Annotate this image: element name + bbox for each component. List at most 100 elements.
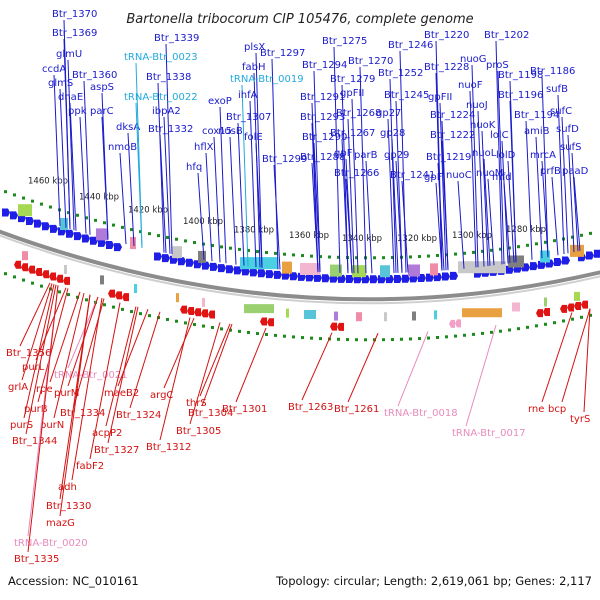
reverse-gene-arrow [21, 263, 28, 272]
outer-tick [175, 237, 178, 241]
inner-tick [184, 321, 187, 325]
forward-gene-label: tRNA-Btr_0023 [124, 52, 198, 63]
reverse-leader-line [235, 327, 267, 403]
inner-tick [139, 312, 142, 316]
inner-tick [67, 293, 70, 297]
forward-gene-arrow [506, 265, 514, 274]
reverse-gene-label: Btr_1344 [12, 436, 57, 447]
forward-gene-label: Btr_1186 [530, 66, 575, 77]
forward-leader-line [439, 102, 447, 271]
content-block [458, 261, 506, 274]
reverse-gene-label: maeB2 [104, 388, 139, 399]
forward-leader-line [311, 162, 319, 273]
outer-tick [301, 254, 304, 258]
reverse-gene-label: Btr_1305 [176, 426, 221, 437]
reverse-leader-line [49, 291, 81, 383]
outer-tick [463, 251, 466, 255]
outer-tick [4, 190, 7, 194]
forward-leader-line [573, 176, 581, 251]
forward-gene-label: sufC [550, 106, 572, 117]
forward-gene-arrow [314, 273, 322, 282]
forward-gene-label: nusB [218, 126, 243, 137]
content-block [384, 312, 387, 322]
forward-gene-label: glmS [48, 78, 73, 89]
outer-tick [427, 254, 430, 258]
content-block [434, 310, 437, 320]
inner-tick [4, 272, 7, 276]
forward-leader-line [435, 182, 443, 271]
forward-gene-label: sufB [546, 84, 568, 95]
content-block [100, 275, 104, 285]
content-block [60, 217, 68, 230]
reverse-gene-label: Btr_1261 [334, 404, 379, 415]
forward-gene-arrow [162, 254, 170, 263]
outer-tick [166, 235, 169, 239]
reverse-gene-label: purL [22, 362, 45, 373]
reverse-gene-label: purM [54, 388, 79, 399]
forward-gene-arrow [586, 251, 594, 260]
inner-tick [499, 329, 502, 333]
forward-gene-label: Btr_1224 [430, 110, 475, 121]
outer-tick [472, 250, 475, 254]
reverse-gene-label: mazG [46, 518, 75, 529]
inner-tick [517, 327, 520, 331]
reverse-gene-arrow [115, 291, 122, 300]
forward-gene-label: Btr_1268 [336, 108, 381, 119]
inner-tick [58, 290, 61, 294]
reverse-gene-label: rpe [36, 384, 53, 395]
outer-tick [139, 230, 142, 234]
inner-tick [121, 307, 124, 311]
inner-tick [427, 336, 430, 340]
content-block [380, 265, 390, 278]
reverse-leader-line [117, 308, 149, 387]
reverse-leader-line [201, 323, 233, 407]
reverse-gene-label: purB [24, 404, 48, 415]
forward-gene-label: tRNA-Btr_0022 [124, 92, 198, 103]
reverse-gene-label: purS [10, 420, 33, 431]
forward-gene-label: mrcA [530, 150, 556, 161]
forward-gene-label: hflX [194, 142, 214, 153]
forward-gene-label: dnaE [58, 92, 83, 103]
forward-gene-label: Btr_1219 [426, 152, 471, 163]
forward-gene-label: Btr_1202 [484, 30, 529, 41]
forward-leader-line [567, 134, 575, 253]
forward-leader-line [395, 100, 403, 273]
content-block [334, 311, 338, 321]
forward-leader-line [437, 162, 445, 271]
reverse-leader-line [107, 306, 139, 444]
forward-gene-label: exoP [208, 96, 232, 107]
forward-leader-line [509, 100, 517, 263]
forward-gene-label: gpFII [340, 88, 364, 99]
inner-tick [535, 324, 538, 328]
forward-gene-label: glmU [56, 49, 82, 60]
forward-gene-arrow [66, 229, 74, 238]
forward-gene-arrow [242, 267, 250, 276]
forward-leader-line [347, 118, 355, 274]
inner-tick [220, 327, 223, 331]
forward-gene-arrow [226, 265, 234, 274]
content-block [408, 264, 420, 277]
forward-gene-label: ppk [68, 106, 87, 117]
reverse-leader-line [561, 308, 591, 403]
forward-gene-label: folE [244, 132, 263, 143]
forward-gene-label: Btr_1369 [52, 28, 97, 39]
reverse-gene-arrow [560, 304, 567, 313]
inner-tick [490, 330, 493, 334]
genome-backbone-shadow [0, 234, 600, 305]
content-block [134, 284, 137, 294]
forward-gene-label: Btr_1270 [348, 56, 393, 67]
forward-gene-arrow [594, 249, 600, 258]
inner-tick [382, 338, 385, 342]
outer-tick [211, 244, 214, 248]
trna-mark [449, 319, 455, 328]
reverse-gene-label: bcp [548, 404, 566, 415]
content-block [304, 310, 316, 319]
outer-tick [157, 234, 160, 238]
inner-tick [526, 325, 529, 329]
outer-tick [310, 254, 313, 258]
inner-tick [112, 305, 115, 309]
reverse-leader-line [465, 324, 497, 427]
reverse-gene-arrow [35, 267, 42, 276]
inner-tick [292, 335, 295, 339]
forward-gene-arrow [394, 274, 402, 283]
